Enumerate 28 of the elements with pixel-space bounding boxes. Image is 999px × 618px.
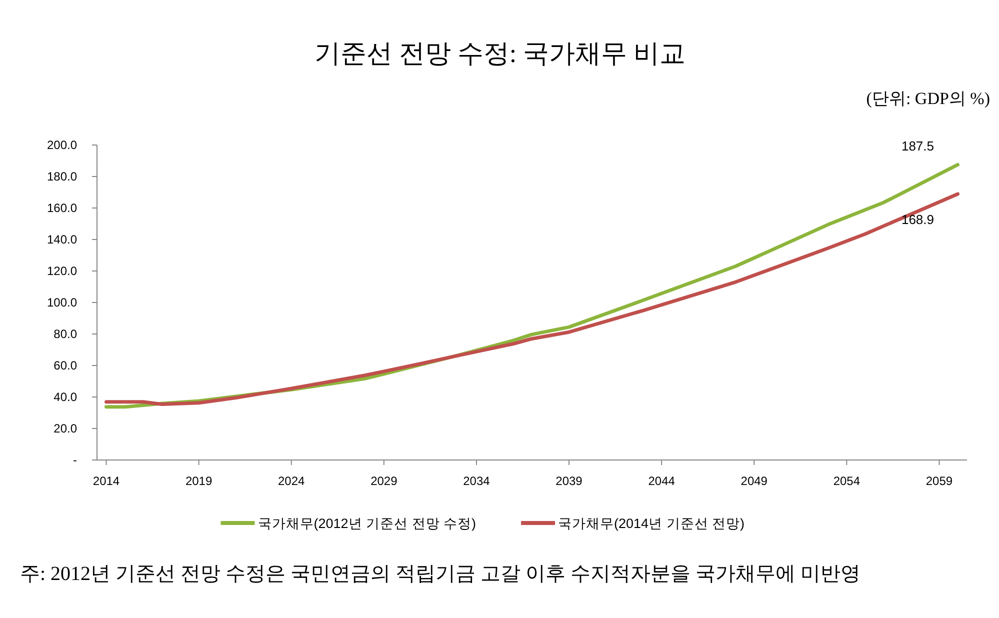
y-tick-label: 20.0: [54, 422, 78, 436]
annotation: 187.5: [901, 138, 934, 154]
legend-label: 국가채무(2014년 기준선 전망): [558, 516, 745, 531]
y-tick-label: 140.0: [46, 232, 78, 246]
x-tick-label: 2034: [463, 474, 490, 488]
x-tick-label: 2049: [740, 474, 768, 488]
x-tick-label: 2029: [370, 474, 398, 488]
x-tick-label: 2054: [833, 474, 860, 488]
y-tick-label: 180.0: [46, 170, 78, 184]
chart-subtitle: (단위: GDP의 %): [866, 89, 990, 108]
x-tick-label: 2014: [92, 474, 120, 488]
y-tick-label: 80.0: [54, 327, 78, 341]
text: 주: 2012년 기준선 전망 수정은 국민연금의 적립기금 고갈 이후 수지적자분을 국가채무에 미반영: [20, 563, 861, 585]
y-tick-label: 100.0: [46, 296, 78, 310]
y-tick-label: 160.0: [46, 201, 78, 215]
y-tick-label: -: [73, 453, 77, 467]
x-tick-label: 2044: [648, 474, 676, 488]
y-tick-label: 40.0: [54, 390, 78, 404]
x-tick-label: 2059: [926, 474, 953, 488]
legend-label: 국가채무(2012년 기준선 전망 수정): [258, 516, 476, 531]
annotation: 168.9: [901, 212, 934, 227]
x-tick-label: 2039: [556, 474, 583, 488]
y-tick-label: 120.0: [46, 264, 78, 278]
y-tick-label: 200.0: [46, 138, 78, 152]
x-tick-label: 2019: [185, 474, 212, 488]
x-tick-label: 2024: [278, 474, 306, 488]
y-tick-label: 60.0: [54, 358, 78, 372]
chart-title: 기준선 전망 수정: 국가채무 비교: [314, 39, 686, 68]
